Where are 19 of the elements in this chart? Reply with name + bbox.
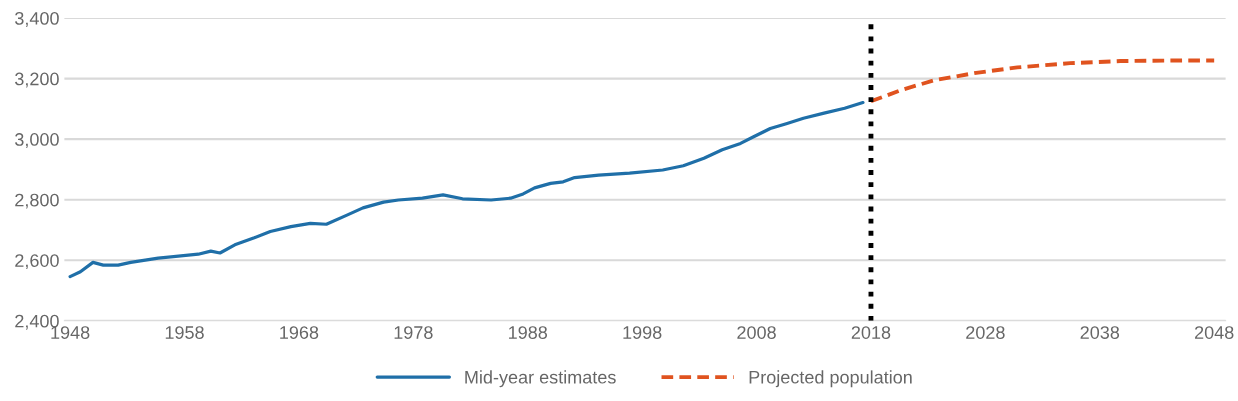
x-tick-label: 1978 bbox=[394, 326, 433, 339]
x-tick-label: 2018 bbox=[851, 326, 891, 339]
x-tick-label: 1988 bbox=[509, 326, 548, 339]
x-tick-label: 1968 bbox=[280, 326, 319, 339]
legend-label: Mid-year estimates bbox=[465, 370, 616, 388]
x-tick-label: 1998 bbox=[623, 326, 662, 339]
legend-label: Projected population bbox=[749, 370, 912, 388]
y-tick-label: 3,400 bbox=[15, 11, 59, 27]
x-tick-label: 2038 bbox=[1080, 326, 1120, 339]
x-tick-label: 1958 bbox=[165, 326, 204, 339]
y-tick-label: 3,000 bbox=[15, 133, 59, 148]
line-series bbox=[869, 58, 1217, 104]
line-series bbox=[68, 100, 865, 279]
y-tick-label: 2,600 bbox=[15, 254, 59, 270]
x-tick-label: 2028 bbox=[966, 326, 1005, 339]
y-tick-label: 2,800 bbox=[15, 193, 59, 209]
x-tick-label: 2048 bbox=[1195, 326, 1234, 339]
x-tick-label: 2008 bbox=[737, 326, 776, 339]
y-tick-label: 3,200 bbox=[15, 72, 59, 88]
